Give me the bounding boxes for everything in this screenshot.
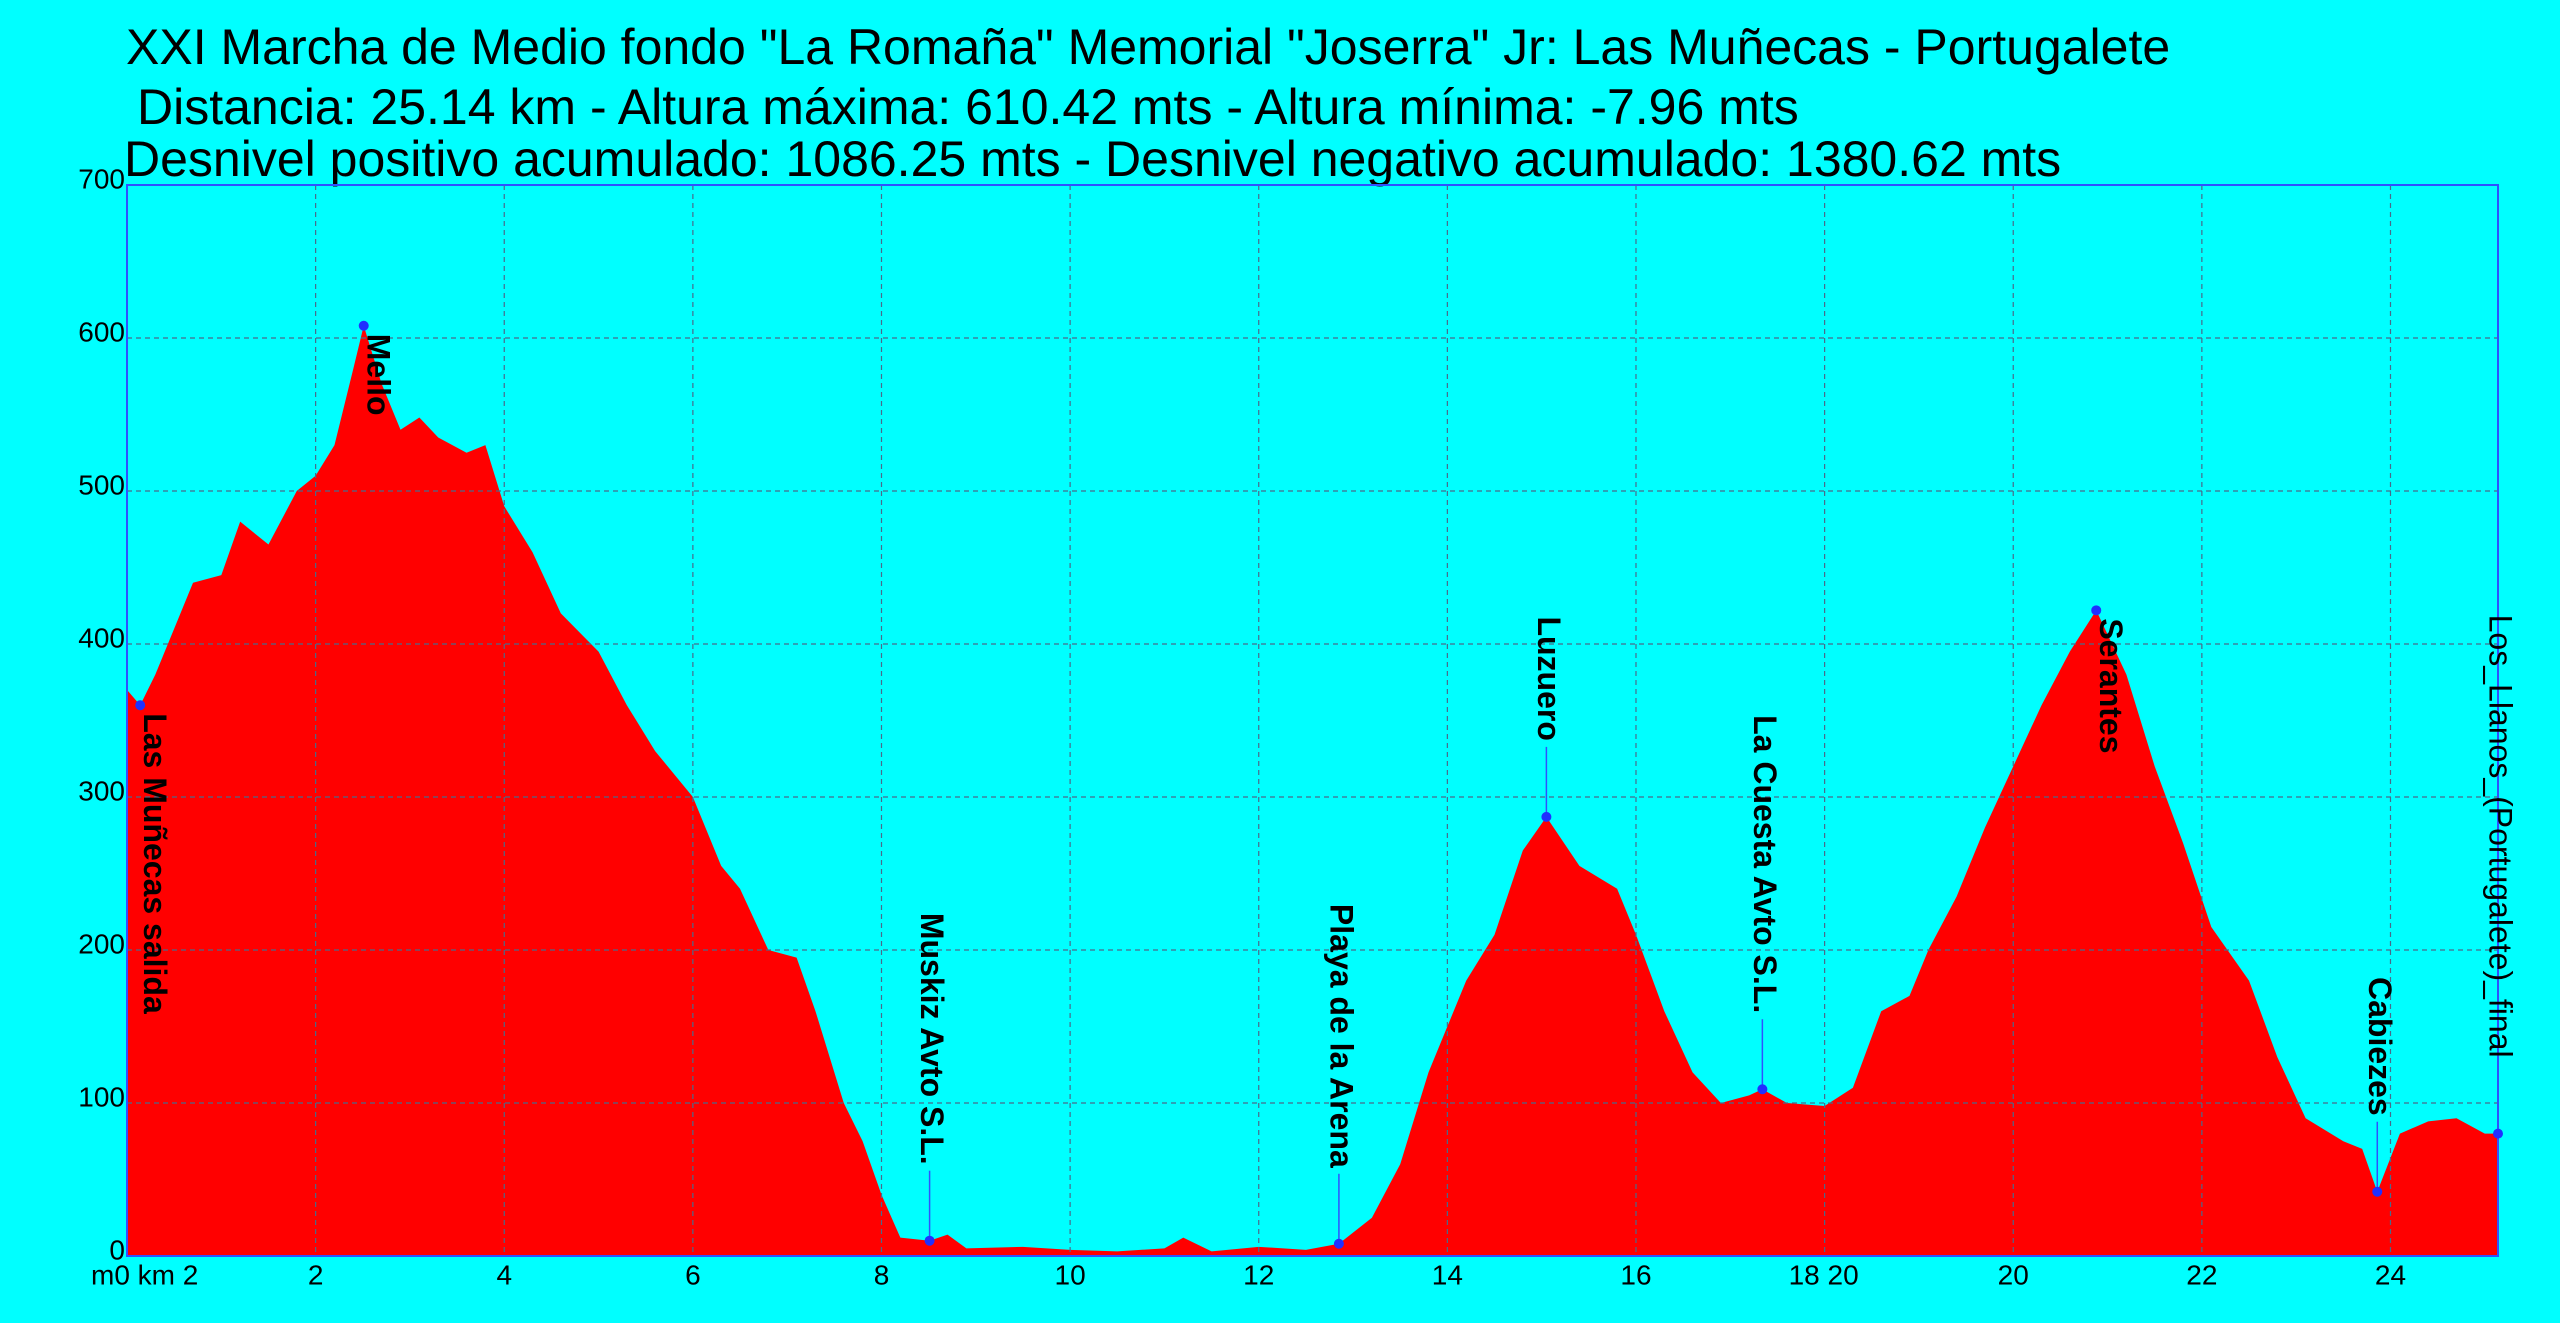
annotation-point: [2372, 1186, 2383, 1197]
x-tick-label: 10: [1055, 1259, 1086, 1290]
annotation-point: [1541, 811, 1552, 822]
x-tick-label: m0 km 2: [91, 1259, 198, 1290]
annotation-label: Los_Llanos_(Portugalete)_final: [2483, 615, 2519, 1058]
y-tick-label: 400: [78, 622, 125, 653]
annotation-label: Playa de la Arena: [1323, 904, 1359, 1168]
annotation-point: [2493, 1128, 2503, 1139]
y-tick-label: 100: [78, 1081, 125, 1112]
x-tick-label: 12: [1243, 1259, 1274, 1290]
y-tick-label: 700: [78, 163, 125, 194]
plot-frame: [126, 184, 2499, 1257]
x-tick-label: 14: [1432, 1259, 1463, 1290]
annotation-label: La Cuesta Avto S.L.: [1747, 715, 1783, 1013]
annotation-label: Luzuero: [1531, 616, 1567, 740]
x-tick-label: 18 20: [1789, 1259, 1859, 1290]
y-tick-label: 600: [78, 316, 125, 347]
annotation-point: [1333, 1238, 1344, 1249]
annotation-label: Mello: [360, 334, 396, 416]
x-tick-label: 6: [685, 1259, 701, 1290]
annotation-label: Serantes: [2093, 618, 2129, 753]
y-tick-label: 500: [78, 469, 125, 500]
x-tick-label: 24: [2375, 1259, 2406, 1290]
y-tick-label: 300: [78, 775, 125, 806]
annotation-point: [1757, 1084, 1768, 1095]
chart-subtitle: Distancia: 25.14 km - Altura máxima: 610…: [137, 79, 1799, 135]
annotation-point: [2091, 605, 2102, 616]
elevation-area: [127, 325, 2498, 1256]
annotation-label: Muskiz Avto S.L.: [914, 913, 950, 1165]
x-tick-label: 20: [1998, 1259, 2029, 1290]
chart-title: XXI Marcha de Medio fondo "La Romaña" Me…: [126, 19, 2170, 75]
x-tick-label: 22: [2186, 1259, 2217, 1290]
annotation-label: Cabiezes: [2362, 977, 2398, 1116]
x-tick-label: 8: [874, 1259, 890, 1290]
annotation-label: Las Muñecas salida: [137, 713, 173, 1014]
x-tick-label: 2: [308, 1259, 324, 1290]
x-tick-label: 16: [1620, 1259, 1651, 1290]
annotation-point: [135, 700, 146, 711]
chart-subtitle: Desnivel positivo acumulado: 1086.25 mts…: [124, 131, 2061, 187]
x-tick-label: 4: [496, 1259, 512, 1290]
annotation-point: [358, 320, 369, 331]
annotation-point: [924, 1235, 935, 1246]
y-tick-label: 0: [109, 1234, 125, 1265]
y-tick-label: 200: [78, 928, 125, 959]
